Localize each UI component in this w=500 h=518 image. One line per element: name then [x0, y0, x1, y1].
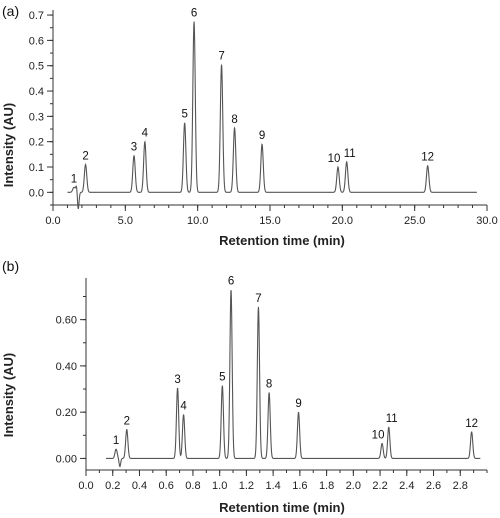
- peak-label-b: 5: [219, 372, 225, 384]
- chromatogram-panel-b: (b) Intensity (AU) Retention time (min) …: [1, 258, 488, 515]
- peak-label-a: 5: [181, 109, 187, 121]
- peak-label-b: 7: [255, 293, 261, 305]
- chromatogram-trace-a: [67, 21, 477, 209]
- x-tick-label-b: 0.2: [105, 480, 120, 492]
- peak-label-b: 4: [180, 400, 187, 412]
- y-tick-label-a: 0.0: [29, 187, 44, 199]
- x-tick-label-a: 10.0: [187, 215, 208, 227]
- y-tick-label-a: 0.7: [29, 10, 44, 22]
- peak-label-b: 8: [266, 379, 272, 391]
- peak-label-a: 3: [131, 142, 137, 154]
- peak-label-a: 8: [231, 114, 237, 126]
- peak-label-a: 6: [191, 7, 197, 19]
- x-tick-label-b: 1.6: [292, 480, 307, 492]
- peak-label-b: 1: [113, 435, 119, 447]
- panel-label-a: (a): [2, 3, 19, 19]
- x-tick-label-b: 2.4: [399, 480, 414, 492]
- y-tick-label-a: 0.3: [29, 111, 44, 123]
- x-tick-label-a: 5.0: [118, 215, 133, 227]
- x-tick-label-b: 2.6: [426, 480, 441, 492]
- x-tick-label-a: 25.0: [404, 215, 425, 227]
- peak-label-a: 2: [82, 150, 88, 162]
- x-tick-label-b: 2.8: [453, 480, 468, 492]
- x-axis-title-b: Retention time (min): [219, 500, 345, 515]
- peak-label-b: 2: [124, 416, 130, 428]
- x-tick-label-b: 1.4: [265, 480, 280, 492]
- peak-label-a: 4: [142, 128, 149, 140]
- x-tick-label-b: 2.0: [346, 480, 361, 492]
- peak-label-a: 12: [421, 152, 434, 164]
- y-tick-label-a: 0.4: [29, 86, 44, 98]
- x-tick-label-a: 0.0: [45, 215, 60, 227]
- x-tick-label-b: 0.4: [132, 480, 147, 492]
- peak-label-b: 12: [465, 418, 478, 430]
- panel-label-b: (b): [2, 258, 19, 274]
- peak-label-a: 11: [344, 148, 356, 160]
- x-tick-label-b: 1.8: [319, 480, 334, 492]
- y-tick-label-b: 0.20: [56, 407, 77, 419]
- chromatogram-trace-b: [106, 290, 481, 468]
- peak-label-a: 1: [71, 173, 77, 185]
- x-tick-label-a: 20.0: [332, 215, 353, 227]
- y-tick-label-b: 0.60: [56, 315, 77, 327]
- x-tick-label-b: 0.8: [185, 480, 200, 492]
- y-axis-title-b: Intensity (AU): [1, 353, 16, 438]
- peak-label-b: 6: [228, 276, 234, 288]
- y-tick-label-a: 0.1: [29, 162, 44, 174]
- x-axis-title-a: Retention time (min): [219, 233, 345, 248]
- x-tick-label-a: 30.0: [476, 215, 497, 227]
- peak-label-a: 7: [218, 50, 224, 62]
- x-tick-label-b: 1.0: [212, 480, 227, 492]
- y-tick-label-a: 0.6: [29, 35, 44, 47]
- peak-label-b: 11: [386, 413, 398, 425]
- x-tick-label-b: 1.2: [239, 480, 254, 492]
- peak-label-b: 3: [174, 374, 180, 386]
- peak-label-a: 9: [259, 130, 265, 142]
- y-axis-title-a: Intensity (AU): [1, 103, 16, 188]
- y-tick-label-a: 0.5: [29, 61, 44, 73]
- y-tick-label-a: 0.2: [29, 137, 44, 149]
- peak-label-b: 10: [372, 429, 385, 441]
- y-tick-label-b: 0.40: [56, 361, 77, 373]
- peak-label-a: 10: [328, 153, 341, 165]
- x-tick-label-b: 2.2: [372, 480, 387, 492]
- chromatogram-panel-a: (a) Intensity (AU) Retention time (min) …: [1, 3, 498, 248]
- x-tick-label-b: 0.0: [78, 480, 93, 492]
- x-tick-label-b: 0.6: [159, 480, 174, 492]
- peak-label-b: 9: [295, 398, 301, 410]
- y-tick-label-b: 0.00: [56, 453, 77, 465]
- x-tick-label-a: 15.0: [259, 215, 280, 227]
